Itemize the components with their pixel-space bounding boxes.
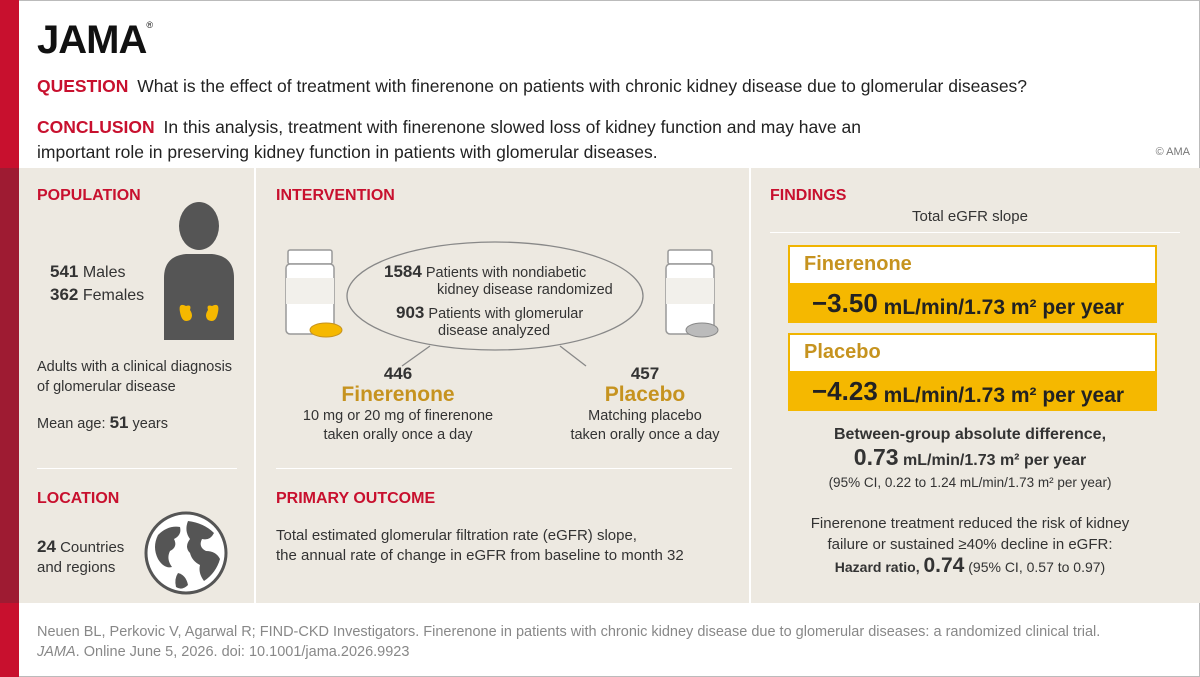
- divider: [37, 468, 237, 469]
- intervention-title: INTERVENTION: [276, 187, 395, 204]
- population-title: POPULATION: [37, 187, 141, 204]
- question-line: QUESTION What is the effect of treatment…: [37, 76, 1027, 97]
- finerenone-label-box: Finerenone: [788, 245, 1157, 285]
- findings-title: FINDINGS: [770, 187, 847, 204]
- randomized-count: 1584 Patients with nondiabetic kidney di…: [384, 262, 613, 298]
- hazard-ratio-finding: Finerenone treatment reduced the risk of…: [810, 515, 1130, 577]
- findings-subtitle: Total eGFR slope: [912, 208, 1028, 225]
- females-count: 362 Females: [50, 285, 145, 304]
- population-description: Adults with a clinical diagnosis of glom…: [37, 359, 233, 395]
- conclusion-text: In this analysis, treatment with fineren…: [37, 117, 861, 162]
- globe-icon: [144, 511, 228, 595]
- mean-age: Mean age: 51 years: [37, 413, 168, 432]
- location-title: LOCATION: [37, 490, 120, 507]
- question-label: QUESTION: [37, 76, 129, 96]
- males-count: 541 Males: [50, 262, 126, 281]
- citation: Neuen BL, Perkovic V, Agarwal R; FIND-CK…: [37, 624, 1101, 660]
- between-group-difference: Between-group absolute difference, 0.73 …: [828, 426, 1112, 490]
- kidney-icon: [179, 304, 219, 321]
- primary-outcome-title: PRIMARY OUTCOME: [276, 490, 436, 507]
- conclusion-line: CONCLUSION In this analysis, treatment w…: [37, 115, 937, 165]
- analyzed-count: 903 Patients with glomerular disease ana…: [396, 303, 584, 339]
- person-icon: [164, 202, 234, 340]
- intervention-panel: [256, 168, 749, 603]
- pill-bottle-icon: [285, 249, 343, 338]
- randomization-diagram: [346, 241, 644, 367]
- placebo-label-box: Placebo: [788, 333, 1157, 373]
- finerenone-value-box: −3.50 mL/min/1.73 m² per year: [788, 283, 1157, 323]
- jama-logo: JAMA®: [37, 18, 153, 62]
- accent-bar-middle: [0, 168, 19, 603]
- placebo-value-box: −4.23 mL/min/1.73 m² per year: [788, 371, 1157, 411]
- pill-bottle-icon: [665, 249, 719, 338]
- location-count: 24 Countries and regions: [37, 537, 125, 576]
- copyright: © AMA: [1155, 146, 1190, 158]
- finerenone-arm: 446 Finerenone 10 mg or 20 mg of fineren…: [302, 364, 494, 443]
- conclusion-label: CONCLUSION: [37, 117, 155, 137]
- divider: [770, 232, 1180, 233]
- accent-bar-bottom: [0, 603, 19, 677]
- primary-outcome-text: Total estimated glomerular filtration ra…: [276, 527, 684, 564]
- question-text: What is the effect of treatment with fin…: [137, 76, 1028, 96]
- placebo-arm: 457 Placebo Matching placebo taken orall…: [570, 364, 720, 443]
- accent-bar-top: [0, 0, 19, 168]
- divider: [276, 468, 732, 469]
